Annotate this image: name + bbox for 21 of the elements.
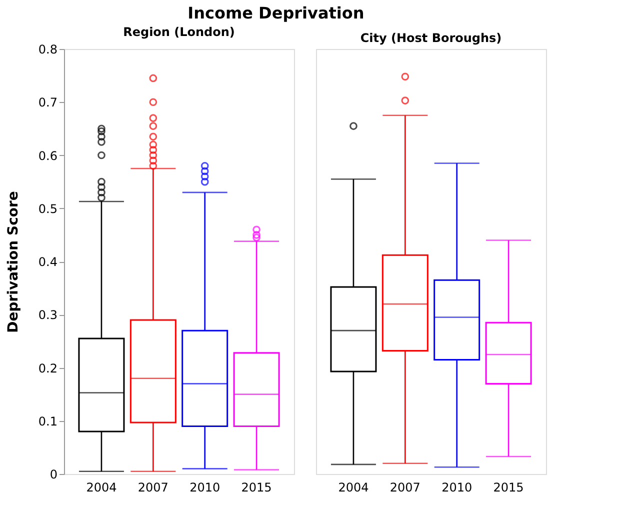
x-tick-label: 2007 bbox=[138, 480, 168, 494]
x-tick-label: 2007 bbox=[390, 480, 420, 494]
y-tick-label: 0 bbox=[50, 468, 58, 482]
y-tick-label: 0.2 bbox=[38, 361, 58, 376]
x-tick-label: 2010 bbox=[190, 480, 220, 494]
y-tick-label: 0.4 bbox=[38, 255, 58, 269]
y-tick-label: 0.6 bbox=[38, 148, 58, 163]
x-tick-label: 2015 bbox=[241, 480, 272, 494]
chart-subtitle: Region (London) bbox=[123, 25, 235, 39]
y-tick-label: 0.5 bbox=[38, 202, 58, 216]
y-tick-label: 0.7 bbox=[38, 96, 58, 110]
y-tick-label: 0.8 bbox=[38, 42, 58, 56]
x-tick-label: 2004 bbox=[86, 480, 117, 494]
chart-subtitle: City (Host Boroughs) bbox=[360, 31, 502, 45]
y-tick-label: 0.3 bbox=[38, 308, 58, 322]
chart-title: Income Deprivation bbox=[188, 4, 364, 22]
x-tick-label: 2015 bbox=[493, 480, 524, 494]
y-tick-label: 0.1 bbox=[38, 414, 58, 428]
x-tick-label: 2010 bbox=[442, 480, 472, 494]
y-axis-title: Deprivation Score bbox=[5, 191, 22, 333]
x-tick-label: 2004 bbox=[338, 480, 369, 494]
